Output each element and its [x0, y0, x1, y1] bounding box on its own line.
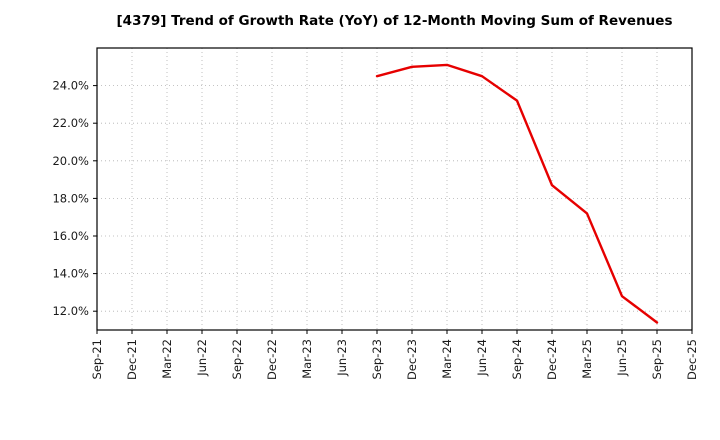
x-tick-label: Sep-24	[510, 339, 524, 379]
x-tick-label: Jun-25	[615, 339, 629, 377]
y-tick-label: 16.0%	[52, 229, 89, 243]
gridlines	[96, 48, 693, 330]
tick-labels: 12.0% 14.0% 16.0% 18.0% 20.0% 22.0% 24.0% Sep-2…	[52, 79, 699, 380]
plot-border	[96, 47, 693, 331]
x-tick-label: Mar-22	[160, 339, 174, 379]
chart-title: [4379] Trend of Growth Rate (YoY) of 12-…	[116, 13, 673, 29]
y-tick-label: 18.0%	[52, 191, 89, 205]
y-tick-label: 24.0%	[52, 79, 89, 93]
x-tick-label: Mar-23	[300, 339, 314, 379]
y-tick-label: 22.0%	[52, 116, 89, 130]
tick-marks	[93, 85, 693, 334]
x-tick-label: Dec-25	[685, 339, 699, 380]
x-tick-label: Jun-22	[195, 339, 209, 377]
x-tick-label: Mar-25	[580, 339, 594, 379]
x-tick-label: Sep-23	[370, 339, 384, 379]
y-tick-label: 12.0%	[52, 304, 89, 318]
series-line	[375, 63, 659, 324]
x-tick-label: Dec-22	[265, 339, 279, 380]
x-tick-label: Sep-21	[90, 339, 104, 379]
y-tick-label: 20.0%	[52, 154, 89, 168]
x-tick-label: Dec-21	[125, 339, 139, 380]
x-tick-label: Dec-23	[405, 339, 419, 380]
x-tick-label: Jun-23	[335, 339, 349, 377]
y-tick-label: 14.0%	[52, 267, 89, 281]
x-tick-label: Dec-24	[545, 339, 559, 380]
x-tick-label: Jun-24	[475, 339, 489, 377]
x-tick-label: Sep-25	[650, 339, 664, 379]
x-tick-label: Sep-22	[230, 339, 244, 379]
x-tick-label: Mar-24	[440, 339, 454, 379]
